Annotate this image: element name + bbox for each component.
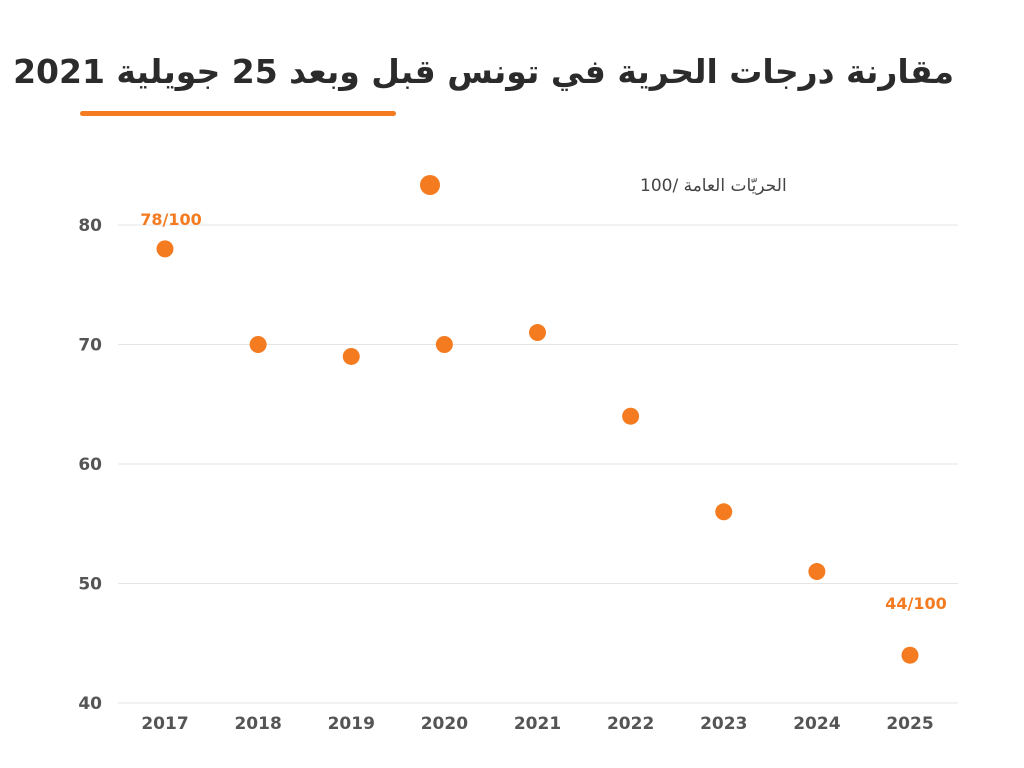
x-tick-label: 2021 [514,714,561,734]
data-point [529,324,546,342]
x-tick-label: 2017 [141,714,188,734]
data-label: 78/100 [140,210,202,229]
x-tick-label: 2023 [700,714,747,734]
x-tick-label: 2020 [421,714,468,734]
x-tick-label: 2019 [328,714,375,734]
data-point [156,240,174,258]
data-point [435,336,453,353]
data-point [622,407,640,425]
x-tick-label: 2018 [234,714,281,734]
data-point [342,347,360,365]
data-point [808,563,826,581]
y-tick-label: 60 [78,455,102,475]
legend-marker [420,175,440,195]
data-label: 44/100 [885,594,947,613]
y-tick-label: 40 [78,694,102,714]
title-underline [80,111,396,116]
x-tick-label: 2025 [886,714,933,734]
y-tick-label: 70 [78,336,102,356]
x-tick-label: 2024 [793,714,840,734]
y-tick-label: 80 [78,216,102,236]
chart-title: مقارنة درجات الحرية في تونس قبل وبعد 25 … [13,52,954,91]
x-tick-label: 2022 [607,714,654,734]
data-point [901,646,919,664]
data-point [249,336,267,353]
y-tick-label: 50 [78,575,102,595]
legend-label: الحريّات العامة /100 [640,176,787,196]
data-point [715,503,733,521]
